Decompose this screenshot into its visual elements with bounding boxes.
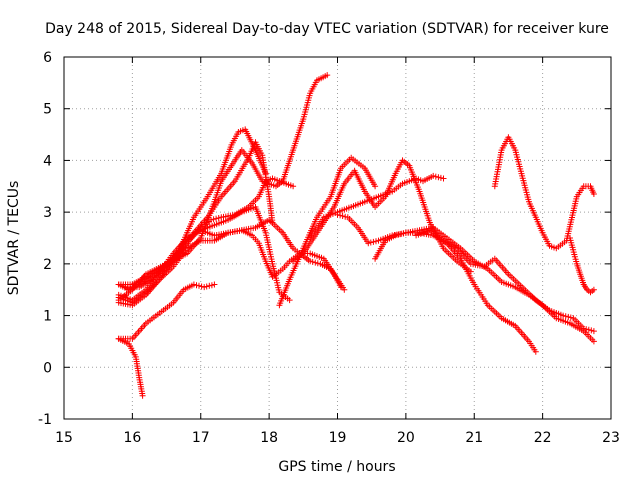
data-series [115, 72, 597, 399]
series-track-l [307, 172, 447, 241]
y-tick-label: 4 [43, 153, 52, 169]
series-markers [276, 154, 379, 309]
x-tick-label: 21 [465, 430, 483, 446]
y-axis-label: SDTVAR / TECUs [6, 181, 22, 296]
series-markers [567, 235, 597, 296]
x-tick-label: 17 [192, 430, 210, 446]
x-tick-label: 19 [329, 430, 347, 446]
y-tick-label: 6 [43, 50, 52, 66]
series-markers [413, 227, 597, 335]
chart-title: Day 248 of 2015, Sidereal Day-to-day VTE… [45, 21, 609, 37]
y-tick-label: 1 [43, 309, 52, 325]
x-tick-label: 15 [55, 430, 73, 446]
x-tick-label: 18 [260, 430, 278, 446]
y-tick-label: 3 [43, 205, 52, 221]
x-tick-label: 16 [123, 430, 141, 446]
series-track-q [567, 235, 597, 296]
series-markers [307, 172, 447, 241]
x-tick-label: 22 [534, 430, 552, 446]
series-track-p [491, 134, 597, 252]
series-markers [115, 175, 297, 288]
series-track-i [115, 281, 218, 342]
y-tick-label: 5 [43, 102, 52, 118]
x-tick-label: 20 [397, 430, 415, 446]
series-track-o [413, 227, 597, 335]
series-track-h [115, 175, 297, 288]
x-axis-label: GPS time / hours [278, 459, 395, 475]
series-markers [115, 281, 218, 342]
y-tick-label: -1 [38, 412, 52, 428]
series-markers [491, 134, 597, 252]
series-track-j [276, 154, 379, 309]
y-tick-label: 0 [43, 360, 52, 376]
y-tick-label: 2 [43, 257, 52, 273]
x-tick-label: 23 [602, 430, 620, 446]
